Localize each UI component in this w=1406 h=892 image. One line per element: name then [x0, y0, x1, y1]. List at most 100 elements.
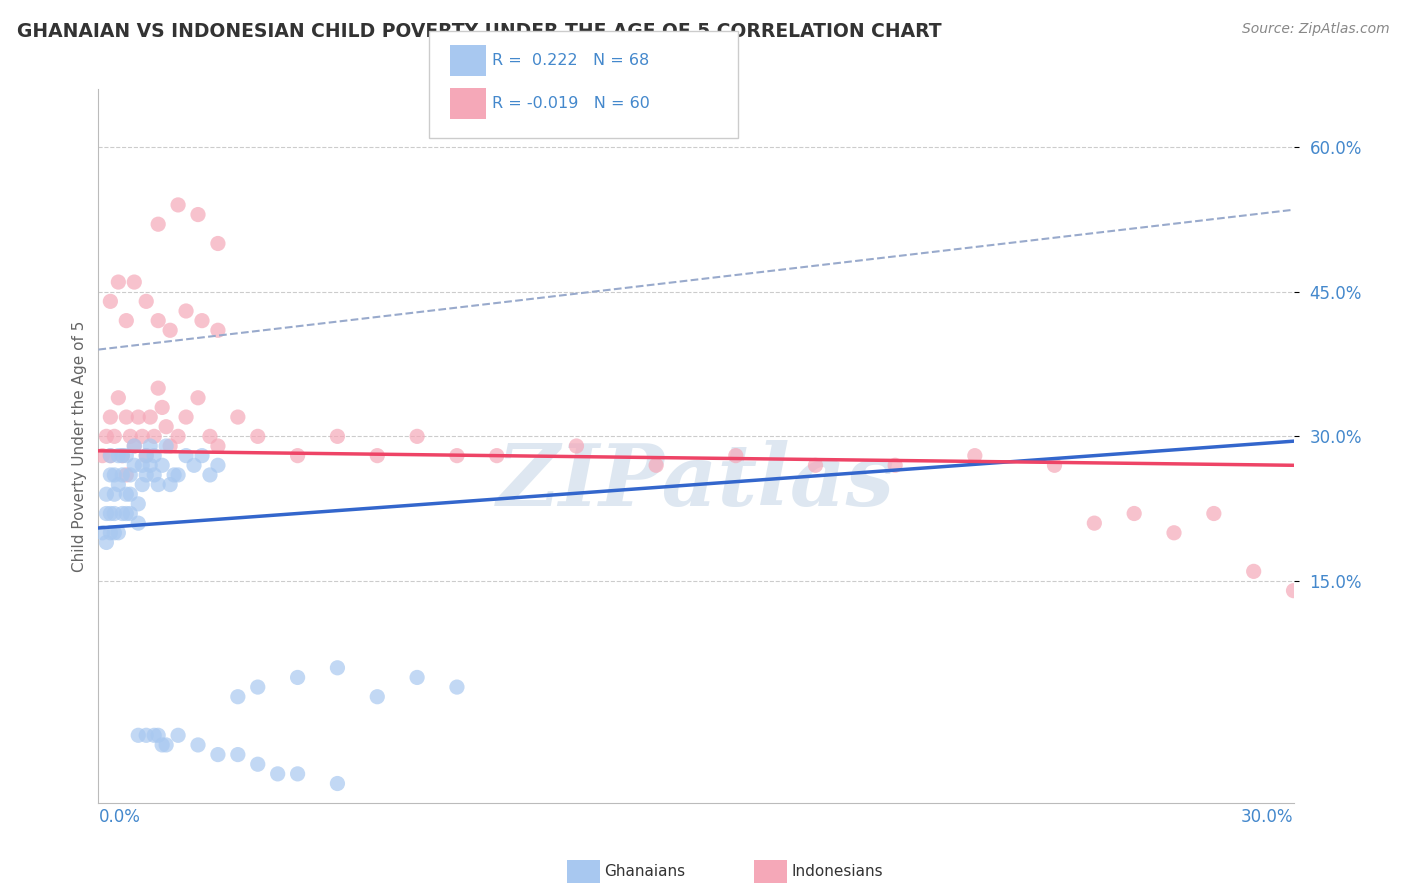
Point [155, 738, 177, 752]
Point [191, 449, 214, 463]
Point [246, 757, 269, 772]
Point [131, 477, 153, 491]
Point [120, 467, 142, 482]
Point [135, 449, 157, 463]
Point [159, 323, 181, 337]
Point [148, 217, 170, 231]
Point [246, 429, 269, 443]
Point [98, 294, 122, 309]
Point [139, 439, 162, 453]
Point [326, 429, 349, 443]
Point [150, 401, 173, 415]
Point [1083, 516, 1105, 530]
Point [565, 439, 588, 453]
Point [98, 467, 122, 482]
Point [143, 449, 166, 463]
Point [143, 467, 166, 482]
Point [111, 467, 134, 482]
Point [98, 507, 122, 521]
Point [207, 458, 229, 473]
Point [1043, 458, 1066, 473]
Point [107, 449, 129, 463]
Point [884, 458, 907, 473]
Point [198, 429, 221, 443]
Point [131, 458, 153, 473]
Point [155, 419, 177, 434]
Point [187, 738, 209, 752]
Point [207, 747, 229, 762]
Point [98, 410, 122, 425]
Point [98, 449, 122, 463]
Point [287, 670, 309, 684]
Point [98, 449, 122, 463]
Point [326, 776, 349, 790]
Point [103, 429, 125, 443]
Point [98, 525, 122, 540]
Point [246, 680, 269, 694]
Point [127, 516, 149, 530]
Point [115, 467, 138, 482]
Text: ZIPatlas: ZIPatlas [496, 440, 896, 524]
Point [127, 728, 149, 742]
Point [207, 236, 229, 251]
Point [120, 507, 142, 521]
Point [124, 458, 146, 473]
Point [135, 467, 157, 482]
Point [645, 458, 668, 473]
Point [167, 467, 190, 482]
Point [115, 449, 138, 463]
Point [167, 429, 190, 443]
Point [155, 439, 177, 453]
Point [1202, 507, 1225, 521]
Point [115, 507, 138, 521]
Point [148, 381, 170, 395]
Point [139, 458, 162, 473]
Point [174, 304, 197, 318]
Point [167, 728, 190, 742]
Point [326, 661, 349, 675]
Point [226, 747, 249, 762]
Point [120, 429, 142, 443]
Point [107, 477, 129, 491]
Point [167, 198, 190, 212]
Point [135, 294, 157, 309]
Point [963, 449, 986, 463]
Point [96, 507, 118, 521]
Point [150, 458, 173, 473]
Point [135, 728, 157, 742]
Point [107, 525, 129, 540]
Text: R =  0.222   N = 68: R = 0.222 N = 68 [492, 53, 650, 68]
Point [366, 449, 388, 463]
Text: Ghanaians: Ghanaians [605, 864, 686, 879]
Point [1163, 525, 1185, 540]
Point [187, 208, 209, 222]
Point [804, 458, 827, 473]
Text: Indonesians: Indonesians [792, 864, 883, 879]
Point [91, 449, 114, 463]
Point [124, 275, 146, 289]
Point [207, 439, 229, 453]
Point [139, 410, 162, 425]
Point [226, 410, 249, 425]
Text: 0.0%: 0.0% [98, 807, 141, 826]
Point [406, 429, 429, 443]
Point [207, 323, 229, 337]
Point [115, 410, 138, 425]
Point [366, 690, 388, 704]
Point [91, 525, 114, 540]
Point [198, 467, 221, 482]
Point [163, 467, 186, 482]
Point [107, 391, 129, 405]
Point [187, 391, 209, 405]
Point [724, 449, 747, 463]
Point [446, 449, 468, 463]
Point [103, 467, 125, 482]
Point [1123, 507, 1146, 521]
Point [159, 477, 181, 491]
Text: 30.0%: 30.0% [1241, 807, 1294, 826]
Text: Source: ZipAtlas.com: Source: ZipAtlas.com [1241, 22, 1389, 37]
Point [127, 497, 149, 511]
Text: R = -0.019   N = 60: R = -0.019 N = 60 [492, 96, 650, 112]
Point [111, 449, 134, 463]
Point [124, 439, 146, 453]
